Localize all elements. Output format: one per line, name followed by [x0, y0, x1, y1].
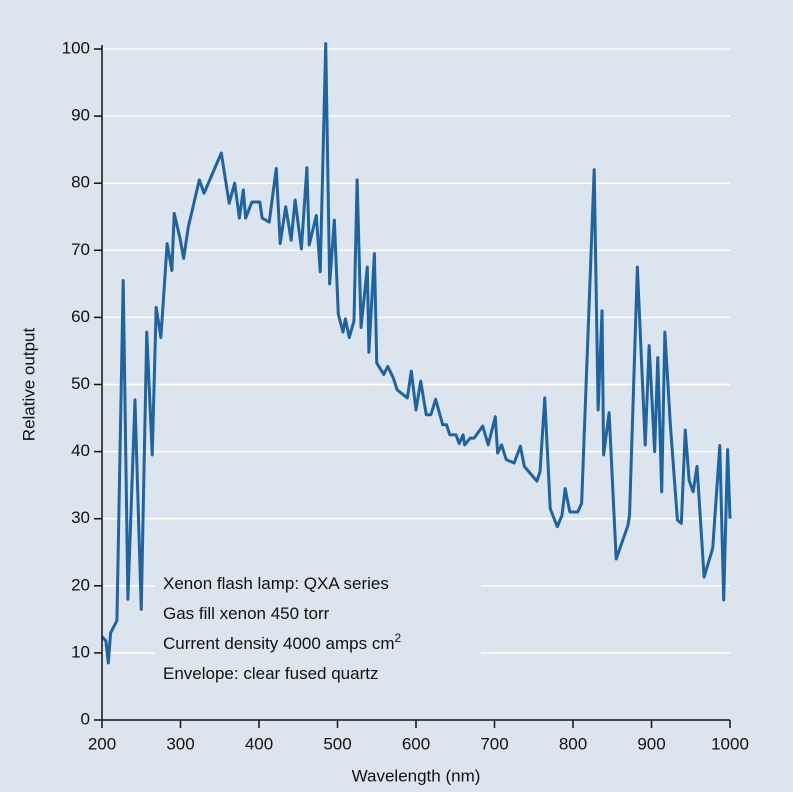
- x-tick-label: 300: [166, 734, 194, 753]
- y-tick-label: 60: [71, 307, 90, 326]
- annotation-text: Xenon flash lamp: QXA series: [163, 574, 389, 593]
- data-line: [100, 42, 732, 665]
- y-tick-label: 30: [71, 508, 90, 527]
- x-tick-label: 700: [480, 734, 508, 753]
- annotation-text: Gas fill xenon 450 torr: [163, 604, 330, 623]
- annotation: Xenon flash lamp: QXA series: [163, 574, 389, 593]
- x-tick-label: 1000: [711, 734, 749, 753]
- y-tick-label: 80: [71, 173, 90, 192]
- annotation-sup: 2: [395, 631, 402, 645]
- y-tick-label: 20: [71, 575, 90, 594]
- x-tick-label: 200: [88, 734, 116, 753]
- y-tick-label: 40: [71, 441, 90, 460]
- x-tick-label: 600: [402, 734, 430, 753]
- x-axis-label: Wavelength (nm): [352, 766, 481, 785]
- annotation-text: Envelope: clear fused quartz: [163, 664, 378, 683]
- x-tick-label: 800: [559, 734, 587, 753]
- x-tick-label: 500: [323, 734, 351, 753]
- annotation: Envelope: clear fused quartz: [163, 664, 378, 683]
- annotation: Current density 4000 amps cm2: [163, 631, 402, 653]
- y-tick-label: 50: [71, 374, 90, 393]
- annotation: Gas fill xenon 450 torr: [163, 604, 330, 623]
- annotation-box: [155, 567, 481, 692]
- y-tick-label: 100: [62, 38, 90, 57]
- annotation-text: Current density 4000 amps cm: [163, 634, 395, 653]
- x-tick-label: 400: [245, 734, 273, 753]
- y-tick-label: 0: [81, 709, 90, 728]
- y-axis-label: Relative output: [19, 328, 38, 442]
- y-tick-label: 90: [71, 106, 90, 125]
- y-tick-label: 10: [71, 642, 90, 661]
- y-tick-label: 70: [71, 240, 90, 259]
- x-tick-label: 900: [637, 734, 665, 753]
